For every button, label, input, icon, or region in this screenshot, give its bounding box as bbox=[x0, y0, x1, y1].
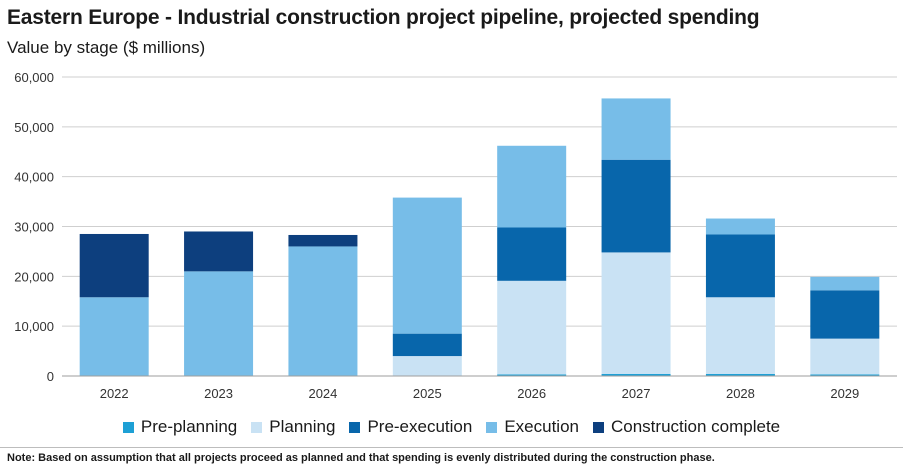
x-tick-label: 2029 bbox=[830, 386, 859, 401]
legend-item: Construction complete bbox=[593, 417, 780, 437]
bar-segment-execution-2023 bbox=[184, 271, 254, 376]
bar-segment-planning-2027 bbox=[601, 252, 671, 375]
x-tick-label: 2024 bbox=[308, 386, 337, 401]
x-axis: 2022 2023 2024 2025 2026 2027 2028 2029 bbox=[62, 375, 897, 401]
bar-segment-pre-execution-2026 bbox=[497, 227, 567, 281]
legend-label: Pre-execution bbox=[367, 417, 473, 436]
bar-segment-execution-2022 bbox=[79, 297, 149, 376]
bar-segment-pre-planning-2029 bbox=[810, 374, 880, 376]
y-tick-label: 40,000 bbox=[14, 170, 54, 185]
bar-segment-pre-planning-2026 bbox=[497, 374, 567, 376]
legend-item: Execution bbox=[486, 417, 579, 437]
legend-swatch bbox=[251, 421, 263, 433]
legend-label: Construction complete bbox=[611, 417, 781, 436]
bar-segment-execution-2024 bbox=[288, 246, 358, 376]
legend-swatch bbox=[122, 421, 134, 433]
legend-item: Planning bbox=[251, 417, 335, 437]
x-tick-label: 2028 bbox=[726, 386, 755, 401]
bar-segment-execution-2029 bbox=[810, 276, 880, 291]
x-tick-label: 2022 bbox=[100, 386, 129, 401]
bar-segment-planning-2029 bbox=[810, 338, 880, 375]
bar-segment-pre-execution-2027 bbox=[601, 159, 671, 253]
chart-note: Note: Based on assumption that all proje… bbox=[7, 452, 715, 464]
bar-segment-execution-2028 bbox=[705, 218, 775, 235]
bar-segment-execution-2026 bbox=[497, 145, 567, 228]
legend-label: Pre-planning bbox=[140, 417, 238, 436]
legend-swatch bbox=[593, 421, 604, 433]
bar-segment-execution-2027 bbox=[601, 98, 671, 160]
x-tick-label: 2025 bbox=[413, 386, 442, 401]
bar-segment-construction-complete-2022 bbox=[79, 233, 149, 298]
y-tick-label: 30,000 bbox=[14, 220, 54, 235]
bar-segment-planning-2025 bbox=[392, 356, 462, 376]
bar-segment-planning-2028 bbox=[705, 297, 775, 375]
bar-segment-pre-execution-2028 bbox=[705, 234, 775, 298]
legend-label: Planning bbox=[269, 417, 336, 436]
y-tick-label: 50,000 bbox=[14, 120, 54, 135]
legend-item: Pre-planning bbox=[122, 417, 238, 437]
legend: Pre-planning Planning Pre-execution Executi… bbox=[0, 417, 903, 437]
bar-segment-execution-2025 bbox=[392, 197, 462, 334]
bar-segment-pre-execution-2029 bbox=[810, 290, 880, 339]
y-tick-label: 20,000 bbox=[14, 269, 54, 284]
bar-segment-pre-planning-2027 bbox=[601, 374, 671, 376]
chart-subtitle: Value by stage ($ millions) bbox=[7, 38, 206, 57]
note-divider bbox=[0, 447, 903, 448]
bar-segment-pre-execution-2025 bbox=[392, 333, 462, 357]
y-axis: 0 10,000 20,000 30,000 40,000 50,000 60,000 bbox=[14, 70, 54, 384]
bar-segment-construction-complete-2024 bbox=[288, 234, 358, 247]
legend-item: Pre-execution bbox=[349, 417, 472, 437]
y-tick-label: 0 bbox=[47, 369, 54, 384]
legend-swatch bbox=[486, 421, 498, 433]
x-tick-label: 2027 bbox=[622, 386, 651, 401]
legend-swatch bbox=[349, 421, 361, 433]
y-tick-label: 10,000 bbox=[14, 319, 54, 334]
x-tick-label: 2026 bbox=[517, 386, 546, 401]
y-tick-label: 60,000 bbox=[14, 70, 54, 85]
bar-segment-pre-planning-2028 bbox=[705, 374, 775, 376]
bars bbox=[79, 98, 880, 376]
x-tick-label: 2023 bbox=[204, 386, 233, 401]
stacked-bar-chart: 0 10,000 20,000 30,000 40,000 50,000 60,000 20… bbox=[14, 70, 897, 401]
chart-title: Eastern Europe - Industrial construction… bbox=[7, 6, 760, 29]
bar-segment-planning-2026 bbox=[497, 280, 567, 375]
legend-label: Execution bbox=[504, 417, 579, 436]
bar-segment-construction-complete-2023 bbox=[184, 231, 254, 272]
